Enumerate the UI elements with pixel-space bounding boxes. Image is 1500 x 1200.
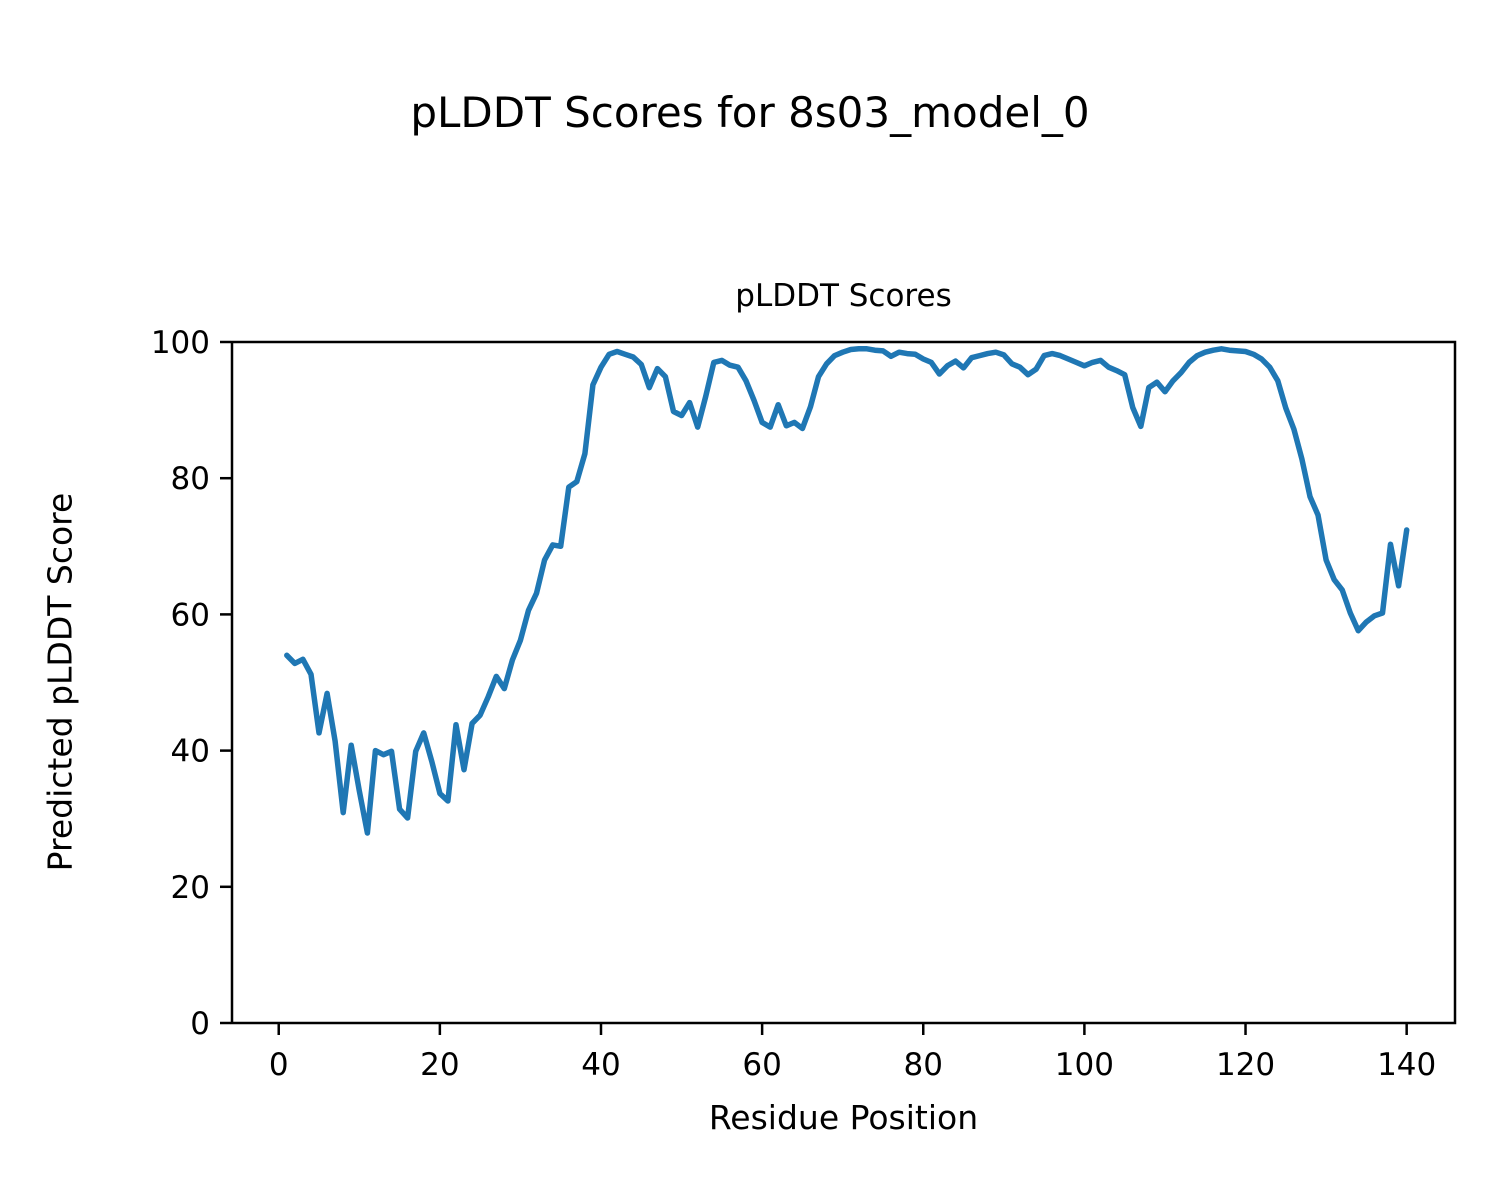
y-tick-label: 40: [171, 734, 210, 770]
plot-spines: [230, 340, 1457, 1025]
x-tick-label: 40: [581, 1047, 620, 1083]
y-tick-label: 80: [171, 461, 210, 497]
axis-tick-labels: 0 20 40 60 80 100 120 140 0 20 40 60 80 100: [151, 325, 1436, 1083]
x-tick-label: 80: [904, 1047, 943, 1083]
axes-title: pLDDT Scores: [735, 278, 952, 314]
x-tick-label: 20: [420, 1047, 459, 1083]
x-tick-label: 120: [1216, 1047, 1275, 1083]
axis-ticks: [220, 340, 1408, 1035]
x-tick-label: 140: [1377, 1047, 1436, 1083]
y-tick-label: 100: [151, 325, 210, 361]
plddt-line-series: [284, 346, 1410, 836]
x-tick-label: 60: [742, 1047, 781, 1083]
x-axis-label: Residue Position: [708, 1098, 979, 1137]
y-tick-label: 0: [190, 1006, 210, 1042]
figure-title: pLDDT Scores for 8s03_model_0: [410, 88, 1090, 137]
y-tick-label: 20: [171, 870, 210, 906]
x-tick-label: 0: [269, 1047, 289, 1083]
y-tick-label: 60: [171, 597, 210, 633]
x-tick-label: 100: [1055, 1047, 1114, 1083]
